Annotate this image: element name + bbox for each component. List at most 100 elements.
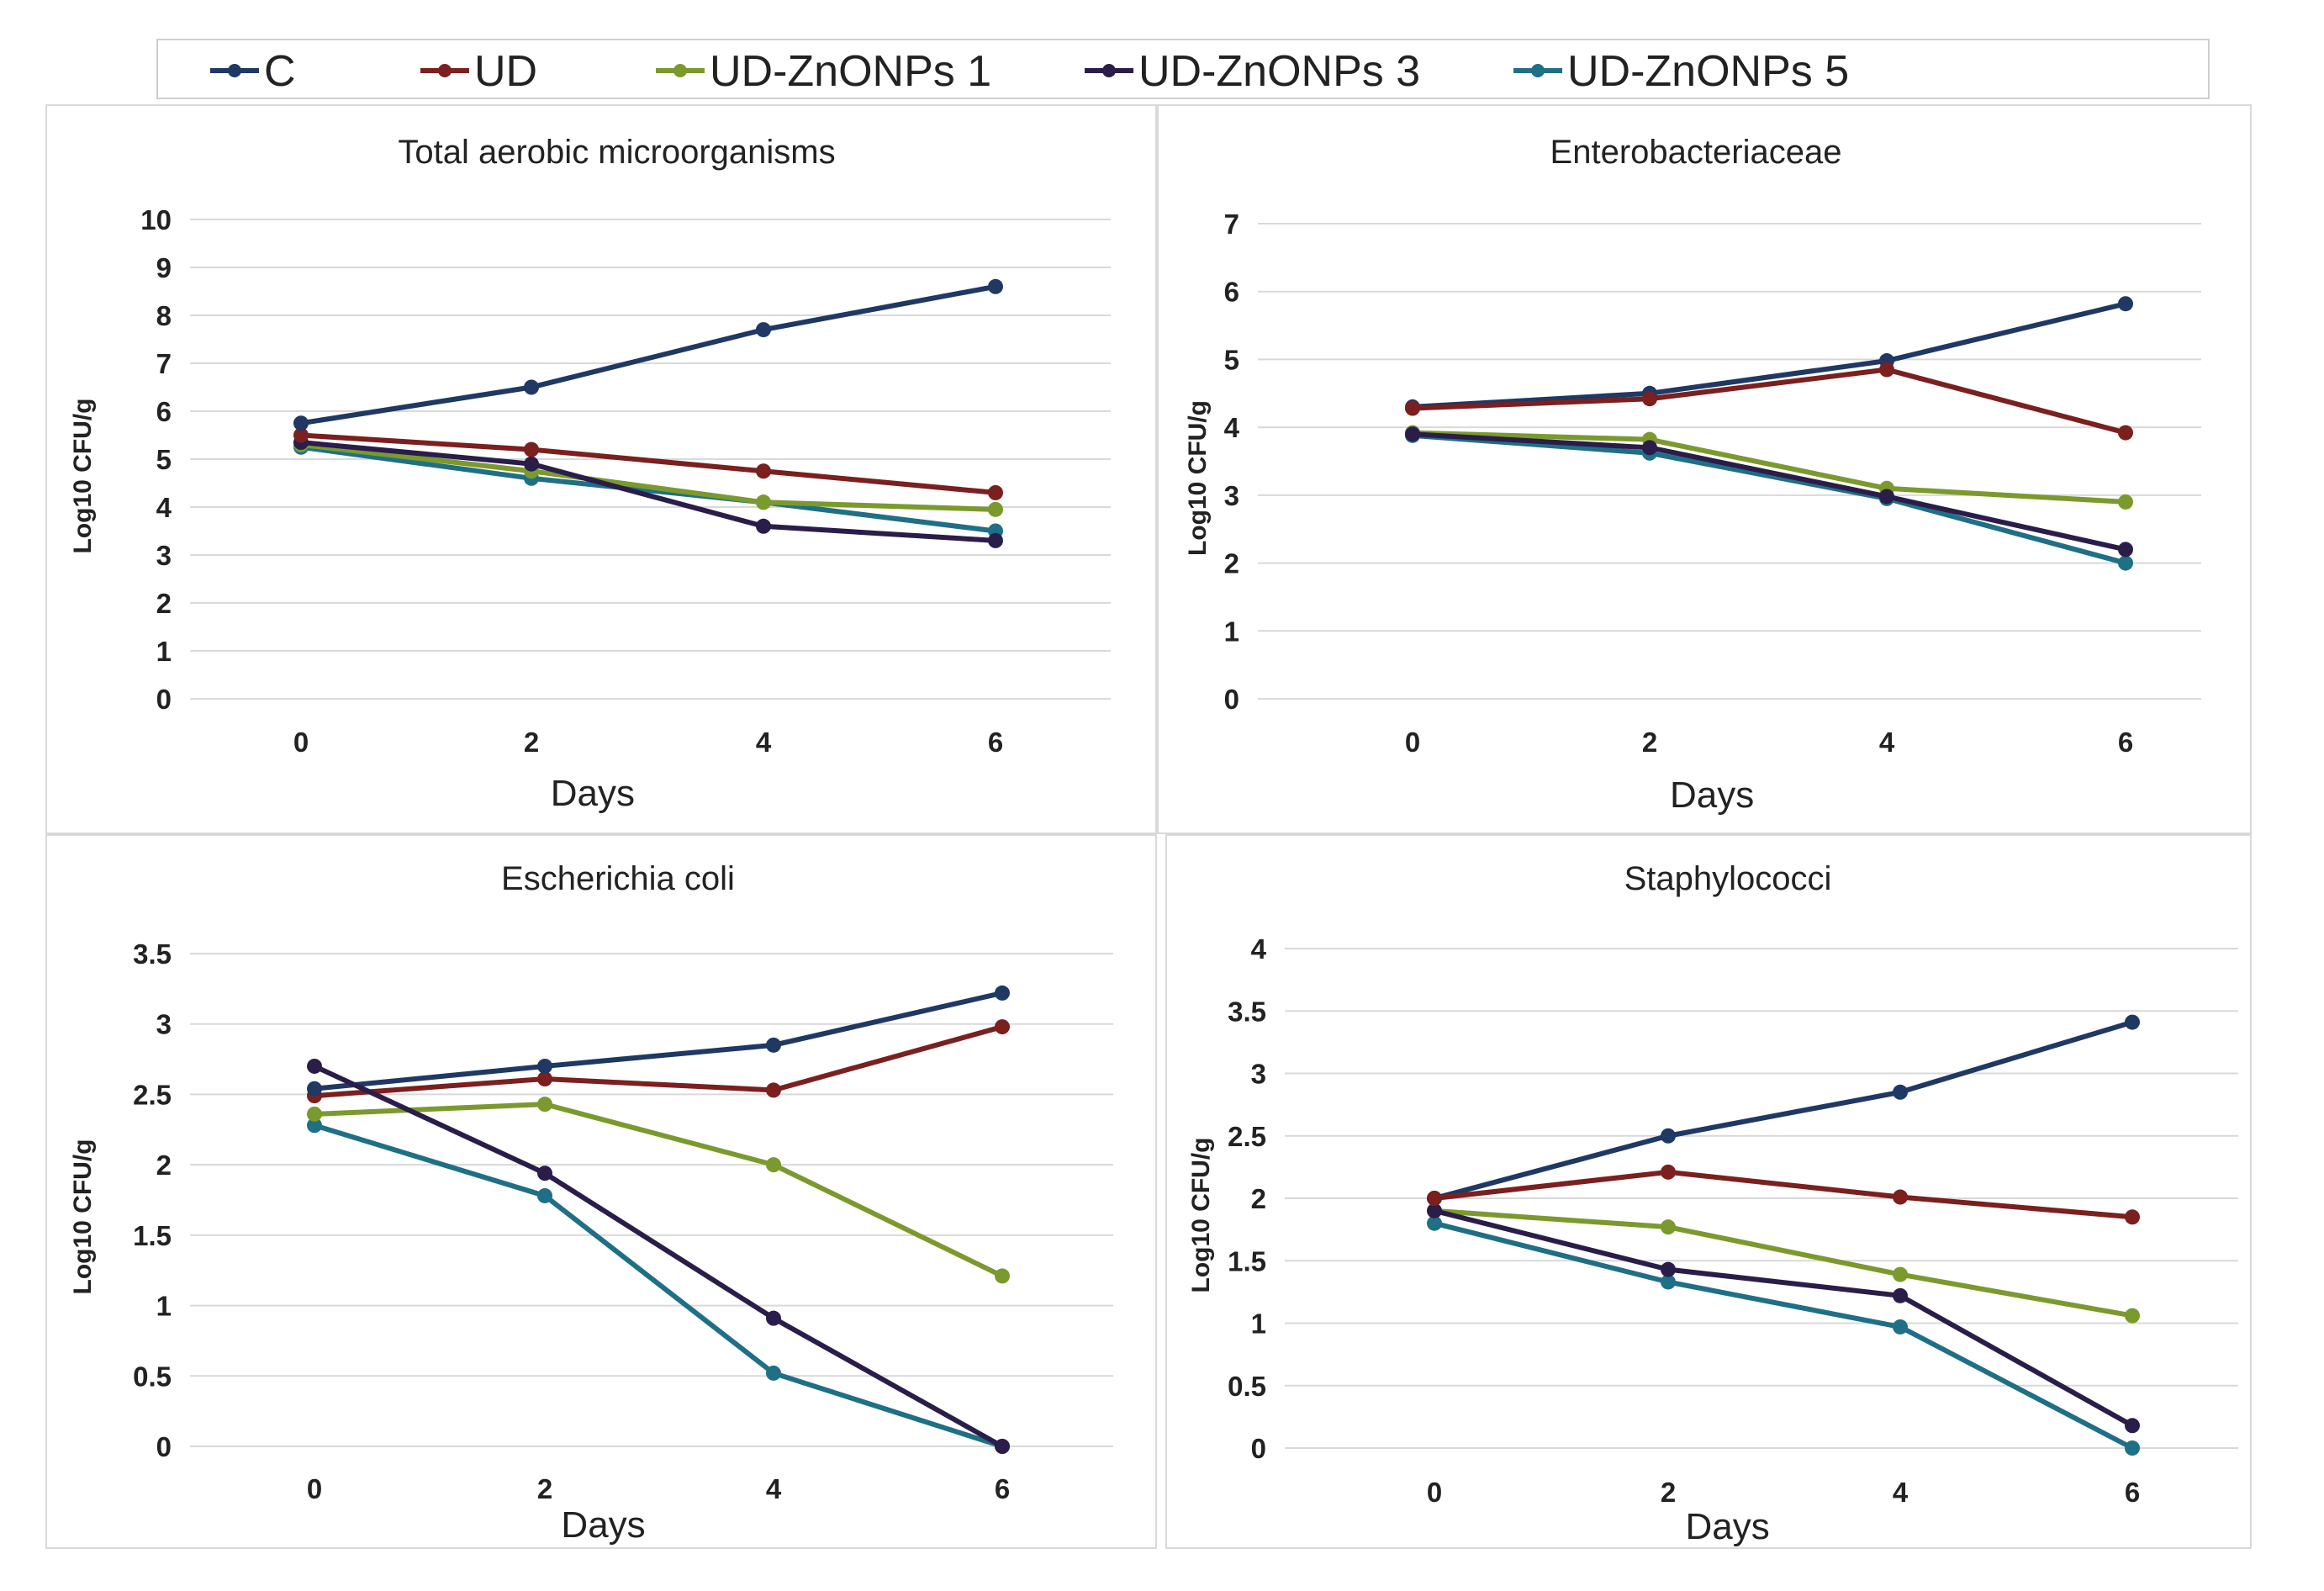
y-tick-label: 4: [1224, 412, 1240, 443]
x-tick-label: 2: [1642, 727, 1657, 758]
data-point-c: [307, 1081, 322, 1097]
x-tick-label: 4: [766, 1473, 782, 1504]
y-tick-label: 2.5: [133, 1079, 172, 1110]
y-tick-label: 7: [156, 348, 172, 379]
data-point-c: [995, 985, 1010, 1001]
y-tick-label: 10: [140, 204, 172, 235]
x-tick-label: 4: [1893, 1477, 1909, 1508]
data-point-ud: [2125, 1209, 2140, 1225]
data-point-ud-znonps-1: [988, 501, 1003, 517]
data-point-ud: [2118, 425, 2133, 441]
x-tick-label: 0: [307, 1473, 322, 1504]
data-point-ud-znonps-5: [537, 1187, 552, 1203]
data-point-c: [988, 278, 1003, 294]
data-point-ud: [1427, 1191, 1442, 1206]
x-tick-label: 0: [1427, 1477, 1442, 1508]
series-line-ud-znonps-5: [300, 444, 996, 534]
y-tick-label: 0: [156, 1431, 172, 1462]
data-point-ud: [995, 1019, 1010, 1035]
series-line-ud-znonps-1: [1434, 1208, 2133, 1319]
data-point-ud-znonps-3: [766, 1310, 781, 1326]
data-point-ud-znonps-3: [2118, 542, 2133, 558]
legend-label-ud: UD: [474, 47, 537, 96]
x-tick-label: 6: [2125, 1477, 2140, 1508]
x-tick-label: 6: [2118, 727, 2133, 758]
data-point-c: [1893, 1084, 1908, 1100]
data-point-ud-znonps-1: [1661, 1219, 1676, 1235]
x-tick-label: 2: [537, 1473, 552, 1504]
data-point-ud: [1893, 1189, 1908, 1205]
legend-label-ud-znonps-1: UD-ZnONPs 1: [710, 47, 991, 96]
y-tick-label: 3: [1224, 480, 1239, 511]
y-tick-label: 3.5: [133, 938, 172, 970]
data-point-ud: [1405, 400, 1420, 416]
data-point-ud: [756, 463, 771, 479]
series-line-ud-znonps-3: [1434, 1208, 2134, 1428]
data-point-ud-znonps-1: [537, 1097, 552, 1113]
series-line-ud-znonps-1: [1412, 430, 2126, 505]
data-point-ud-znonps-5: [2125, 1440, 2140, 1456]
y-axis-label: Log10 CFU/g: [1187, 1138, 1215, 1293]
series-line-ud: [1412, 367, 2126, 436]
data-point-ud: [293, 427, 309, 443]
y-tick-label: 3: [156, 1009, 172, 1040]
data-point-ud-znonps-1: [2118, 494, 2133, 510]
y-tick-label: 2: [1251, 1183, 1266, 1214]
y-tick-label: 6: [1224, 277, 1239, 308]
data-point-ud-znonps-1: [995, 1268, 1010, 1284]
y-tick-label: 5: [156, 444, 172, 475]
x-axis-label: Days: [1670, 774, 1754, 816]
series-line-ud-znonps-3: [300, 440, 996, 543]
series-line-ud-znonps-1: [300, 441, 996, 512]
data-point-ud-znonps-3: [988, 532, 1003, 548]
chart-title: Staphylococci: [1624, 860, 1832, 897]
data-point-ud-znonps-5: [1427, 1215, 1442, 1231]
data-point-ud-znonps-1: [1893, 1266, 1908, 1282]
y-tick-label: 2: [1224, 548, 1239, 579]
x-axis-label: Days: [551, 773, 635, 814]
series-line-c: [300, 283, 996, 426]
data-point-ud: [1879, 362, 1894, 378]
data-point-ud: [988, 484, 1003, 500]
data-point-c: [537, 1058, 552, 1074]
y-tick-label: 1.5: [133, 1220, 172, 1251]
y-axis-label: Log10 CFU/g: [1184, 400, 1212, 556]
series-line-ud: [314, 1024, 1003, 1099]
series-line-ud-znonps-1: [314, 1102, 1004, 1279]
y-tick-label: 5: [1224, 344, 1239, 375]
x-tick-label: 0: [1405, 727, 1420, 758]
data-point-ud-znonps-3: [1661, 1261, 1676, 1277]
data-point-ud: [1661, 1164, 1676, 1180]
series-line-c: [314, 990, 1003, 1092]
data-point-ud: [524, 441, 539, 457]
series-line-ud-znonps-5: [314, 1123, 1003, 1449]
legend-marker-ud-znonps-5: [1531, 64, 1545, 77]
legend-label-c: C: [264, 47, 296, 96]
x-tick-label: 6: [988, 727, 1003, 758]
data-point-c: [756, 322, 771, 338]
series-line-ud-znonps-5: [1412, 432, 2126, 566]
chart-title: Escherichia coli: [501, 860, 735, 897]
data-point-ud-znonps-3: [2125, 1418, 2140, 1434]
data-point-ud: [537, 1071, 552, 1087]
data-point-c: [293, 415, 309, 431]
y-axis-label: Log10 CFU/g: [69, 1139, 97, 1295]
y-tick-label: 2: [156, 588, 172, 619]
series-line-ud-znonps-3: [1412, 431, 2126, 552]
y-tick-label: 2: [156, 1150, 172, 1181]
panel-total-aerobic: Total aerobic microorganisms 0 1 2 3 4 5 6 7 8 9 10…: [45, 104, 1157, 834]
y-tick-label: 2.5: [1228, 1121, 1266, 1152]
x-tick-label: 2: [1661, 1477, 1676, 1508]
legend-label-ud-znonps-3: UD-ZnONPs 3: [1138, 47, 1420, 96]
y-tick-label: 0: [1224, 684, 1239, 715]
x-tick-label: 6: [995, 1473, 1010, 1504]
y-tick-label: 1: [1251, 1308, 1266, 1340]
x-tick-label: 0: [293, 727, 309, 758]
y-tick-label: 3: [156, 540, 172, 571]
chart-escherichia-coli: Escherichia coli 0 0.5 1 1.5 2 2.5 3 3.5 0 2 4 6 Days…: [69, 860, 1113, 1546]
x-axis-label: Days: [1685, 1506, 1769, 1547]
data-point-ud-znonps-3: [995, 1439, 1010, 1454]
legend-marker-ud-znonps-1: [673, 64, 687, 77]
legend-marker-c: [228, 64, 241, 77]
data-point-ud-znonps-3: [1405, 426, 1420, 442]
